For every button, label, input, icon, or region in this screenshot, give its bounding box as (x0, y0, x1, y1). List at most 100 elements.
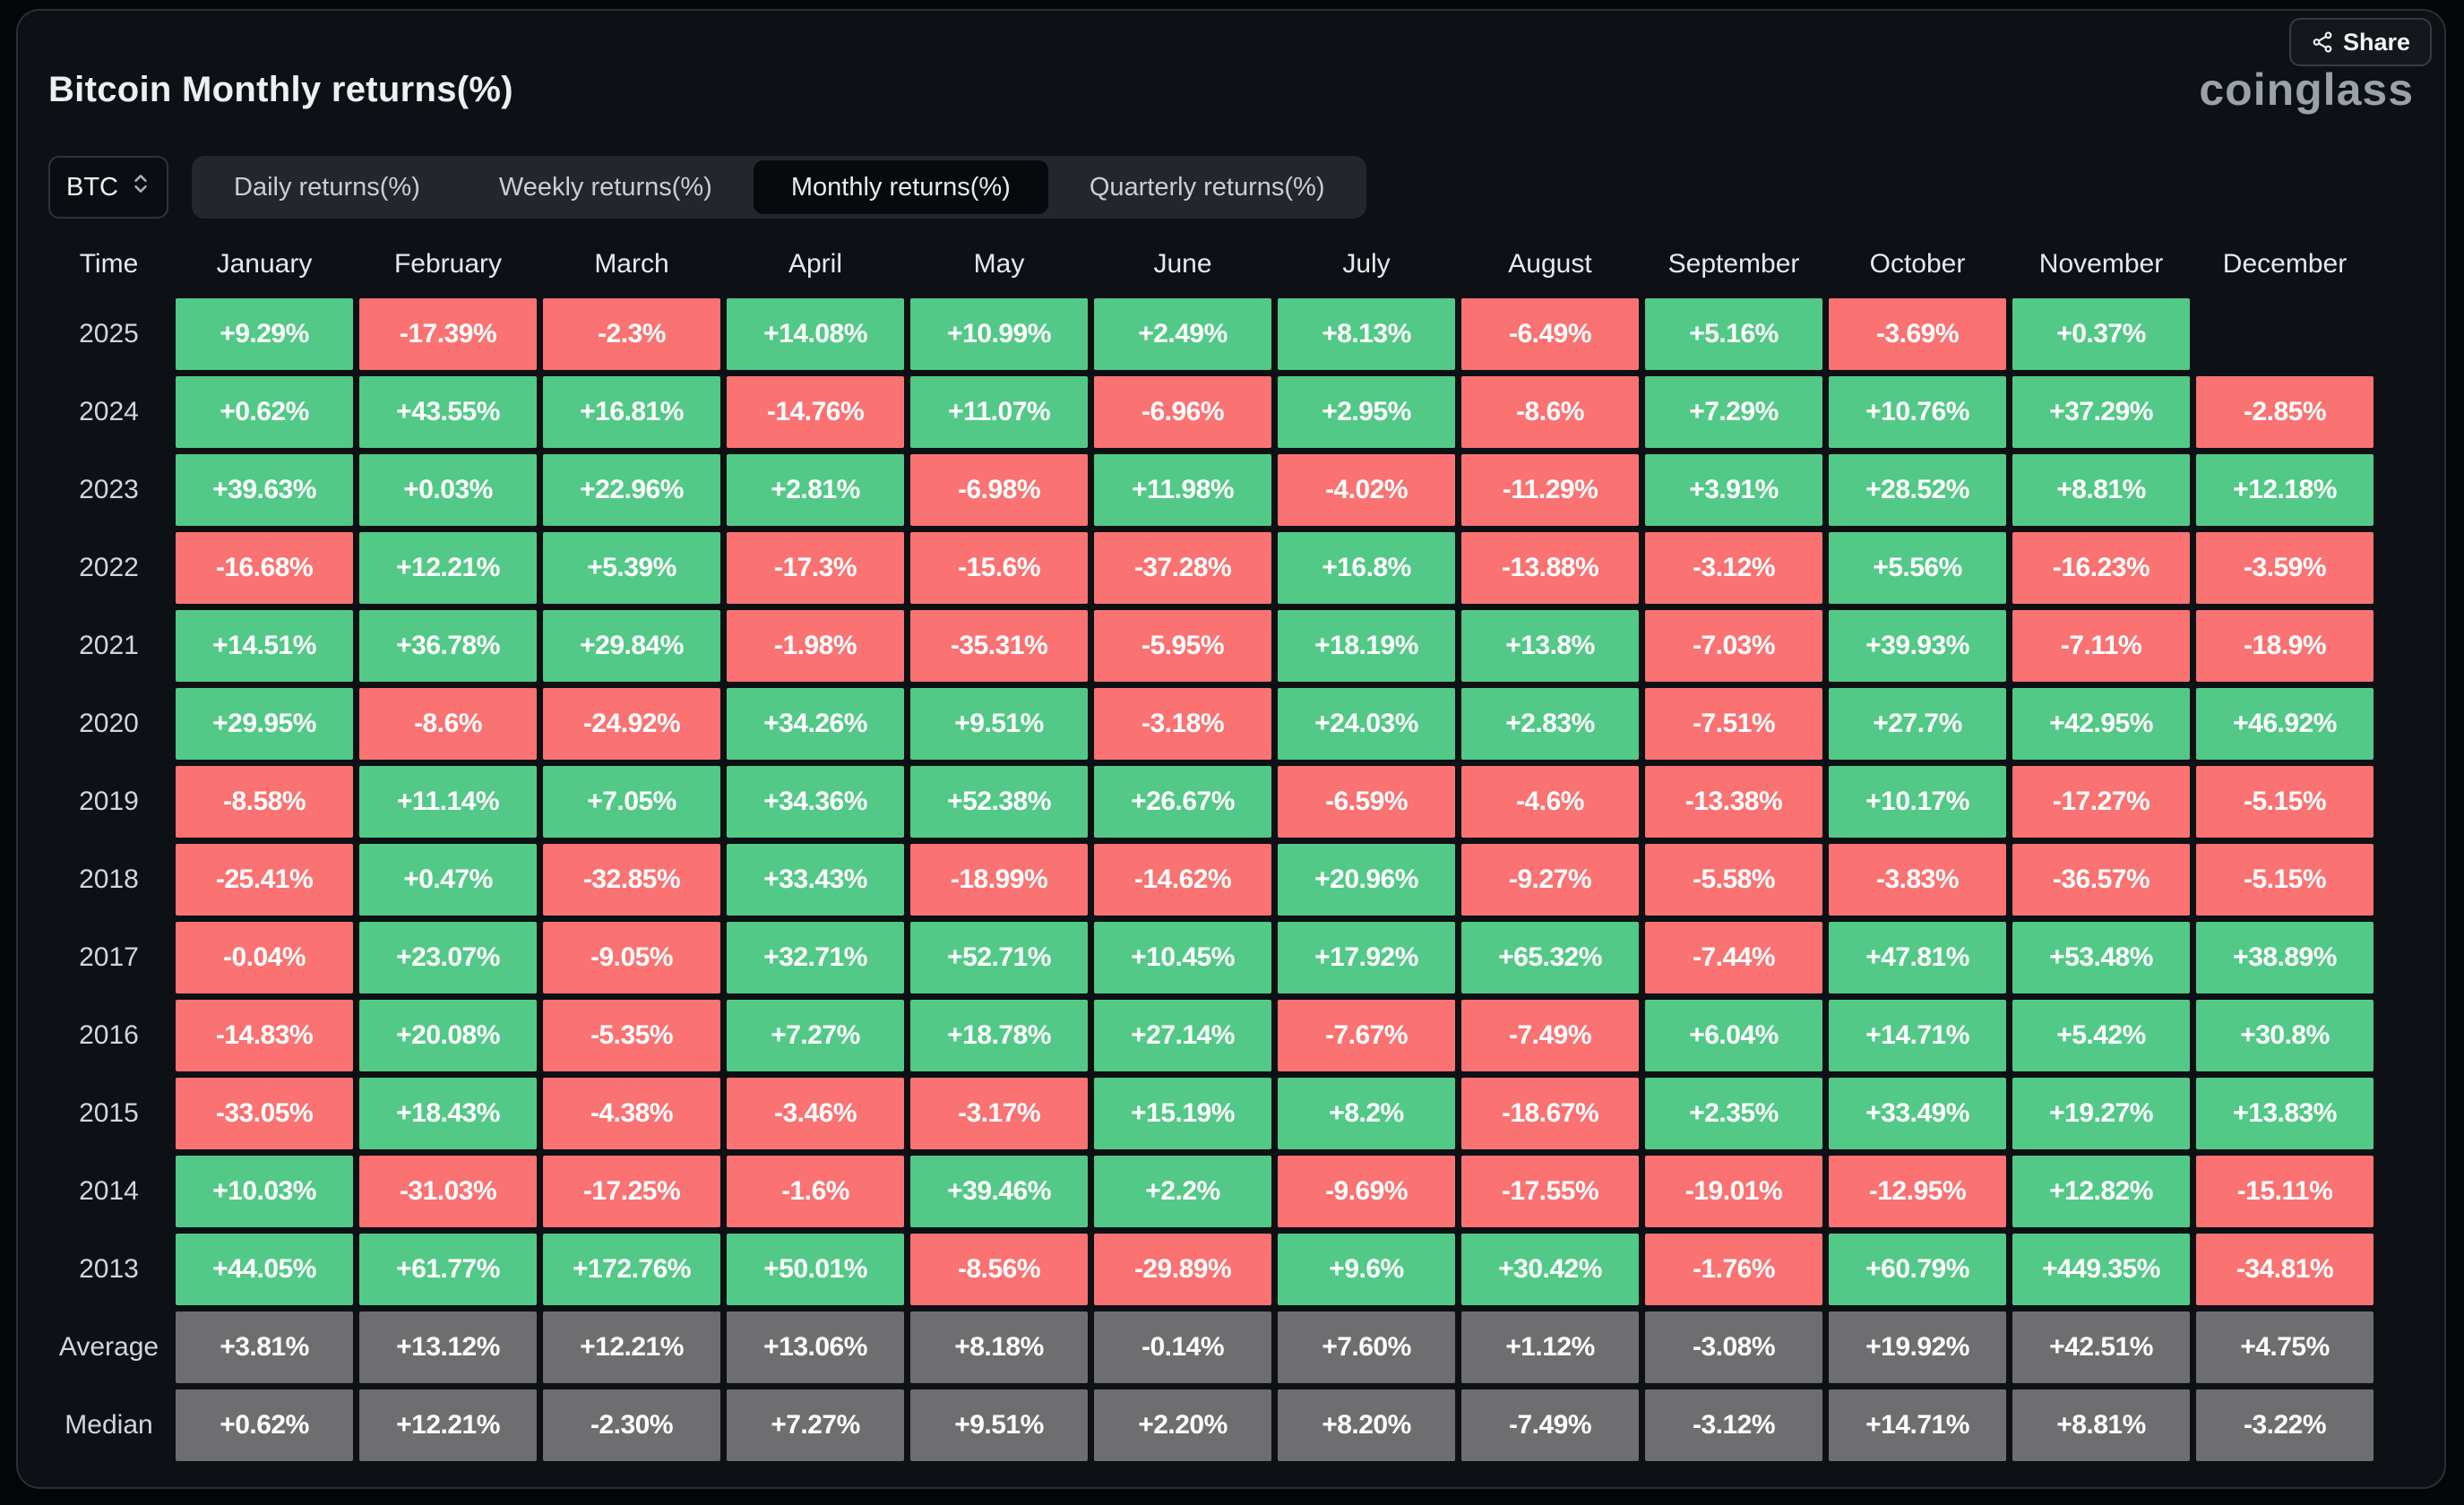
return-cell: +8.20% (1278, 1389, 1455, 1461)
empty-cell (2196, 298, 2374, 370)
return-cell: -8.58% (176, 766, 353, 838)
return-cell: +33.49% (1829, 1078, 2006, 1149)
tab-quarterly-returns[interactable]: Quarterly returns(%) (1052, 160, 1363, 214)
month-header: July (1342, 249, 1391, 279)
return-cell: -1.98% (727, 610, 904, 682)
return-cell: -2.3% (543, 298, 720, 370)
month-header: May (973, 249, 1025, 279)
return-cell: +6.04% (1645, 1000, 1822, 1071)
return-cell: +14.71% (1829, 1389, 2006, 1461)
return-cell: +52.38% (910, 766, 1088, 838)
return-cell: +449.35% (2012, 1234, 2190, 1305)
return-cell: -33.05% (176, 1078, 353, 1149)
return-cell: +16.81% (543, 376, 720, 448)
main-panel: Share Bitcoin Monthly returns(%) coingla… (16, 9, 2446, 1489)
return-cell: +10.03% (176, 1156, 353, 1227)
summary-row-label: Median (65, 1410, 153, 1440)
return-cell: -15.6% (910, 532, 1088, 604)
summary-row-label: Average (58, 1332, 159, 1362)
return-cell: -3.46% (727, 1078, 904, 1149)
return-cell: +2.81% (727, 454, 904, 526)
return-cell: -37.28% (1094, 532, 1271, 604)
year-row-label: 2017 (79, 942, 139, 972)
return-cell: -4.6% (1461, 766, 1639, 838)
return-cell: +14.71% (1829, 1000, 2006, 1071)
return-cell: +24.03% (1278, 688, 1455, 760)
month-header: October (1869, 249, 1966, 279)
year-row-label: 2022 (79, 553, 139, 582)
return-cell: -9.05% (543, 922, 720, 993)
return-cell: -7.44% (1645, 922, 1822, 993)
return-cell: +0.03% (359, 454, 537, 526)
return-cell: -6.59% (1278, 766, 1455, 838)
return-cell: -3.59% (2196, 532, 2374, 604)
return-cell: +10.45% (1094, 922, 1271, 993)
return-cell: +5.16% (1645, 298, 1822, 370)
month-header: June (1153, 249, 1212, 279)
return-cell: +12.82% (2012, 1156, 2190, 1227)
return-cell: +42.95% (2012, 688, 2190, 760)
return-cell: -6.49% (1461, 298, 1639, 370)
share-icon (2311, 30, 2334, 54)
return-cell: +16.8% (1278, 532, 1455, 604)
return-cell: -1.6% (727, 1156, 904, 1227)
return-cell: -6.96% (1094, 376, 1271, 448)
return-cell: +20.96% (1278, 844, 1455, 916)
year-row-label: 2023 (79, 475, 139, 504)
return-cell: -8.56% (910, 1234, 1088, 1305)
month-header: February (393, 249, 503, 279)
return-cell: +0.62% (176, 1389, 353, 1461)
return-cell: +0.37% (2012, 298, 2190, 370)
return-cell: +39.46% (910, 1156, 1088, 1227)
return-cell: +8.18% (910, 1312, 1088, 1383)
return-cell: +29.95% (176, 688, 353, 760)
month-header: March (594, 249, 669, 279)
year-row-label: 2025 (79, 319, 139, 348)
return-cell: +39.63% (176, 454, 353, 526)
return-cell: -9.69% (1278, 1156, 1455, 1227)
tab-weekly-returns[interactable]: Weekly returns(%) (461, 160, 750, 214)
month-header: August (1508, 249, 1592, 279)
return-cell: +53.48% (2012, 922, 2190, 993)
return-cell: -7.67% (1278, 1000, 1455, 1071)
return-cell: +13.8% (1461, 610, 1639, 682)
return-cell: +0.62% (176, 376, 353, 448)
return-cell: +39.93% (1829, 610, 2006, 682)
return-cell: +19.27% (2012, 1078, 2190, 1149)
coin-selector[interactable]: BTC (48, 156, 168, 219)
return-cell: +12.21% (359, 532, 537, 604)
return-cell: -15.11% (2196, 1156, 2374, 1227)
return-cell: -3.83% (1829, 844, 2006, 916)
share-button[interactable]: Share (2288, 18, 2432, 66)
return-cell: +8.81% (2012, 454, 2190, 526)
return-cell: +1.12% (1461, 1312, 1639, 1383)
return-cell: +13.12% (359, 1312, 537, 1383)
return-cell: +42.51% (2012, 1312, 2190, 1383)
return-cell: -3.69% (1829, 298, 2006, 370)
year-row-label: 2018 (79, 864, 139, 894)
return-cell: +5.56% (1829, 532, 2006, 604)
return-cell: +10.99% (910, 298, 1088, 370)
tab-monthly-returns[interactable]: Monthly returns(%) (753, 160, 1048, 214)
return-cell: -5.95% (1094, 610, 1271, 682)
return-cell: +20.08% (359, 1000, 537, 1071)
return-cell: +19.92% (1829, 1312, 2006, 1383)
return-cell: +34.36% (727, 766, 904, 838)
month-header: December (2222, 249, 2348, 279)
return-cell: -17.25% (543, 1156, 720, 1227)
return-cell: +14.08% (727, 298, 904, 370)
return-cell: -3.17% (910, 1078, 1088, 1149)
return-cell: -11.29% (1461, 454, 1639, 526)
return-cell: +50.01% (727, 1234, 904, 1305)
return-cell: +3.81% (176, 1312, 353, 1383)
interval-tabbar: Daily returns(%) Weekly returns(%) Month… (192, 156, 1367, 219)
return-cell: -6.98% (910, 454, 1088, 526)
time-column-header: Time (79, 249, 139, 279)
return-cell: +11.14% (359, 766, 537, 838)
return-cell: +26.67% (1094, 766, 1271, 838)
tab-daily-returns[interactable]: Daily returns(%) (196, 160, 458, 214)
return-cell: +7.27% (727, 1389, 904, 1461)
page-title: Bitcoin Monthly returns(%) (48, 69, 513, 109)
return-cell: -7.03% (1645, 610, 1822, 682)
return-cell: -24.92% (543, 688, 720, 760)
